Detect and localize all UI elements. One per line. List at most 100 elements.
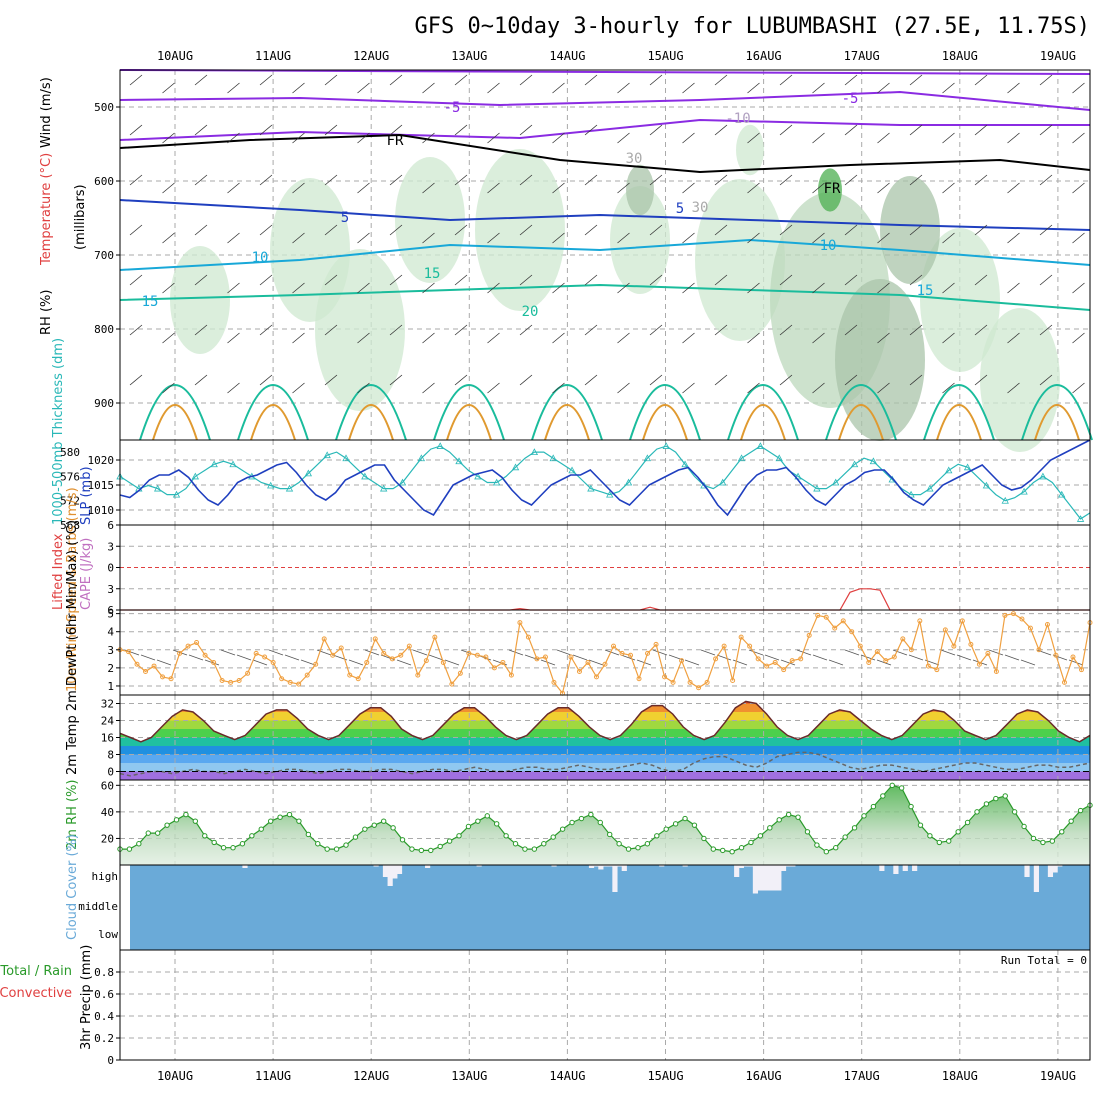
cloud-high-bar bbox=[396, 865, 403, 874]
cloud-axis-label: Cloud Cover (%) bbox=[65, 834, 80, 940]
wind-barb bbox=[389, 374, 403, 386]
wind-barb bbox=[259, 124, 273, 136]
temperature-band bbox=[120, 703, 1090, 712]
wind-barb bbox=[974, 174, 988, 186]
top-date-axis: 10AUG 11AUG 12AUG 13AUG 14AUG 15AUG 16AUG 17AUG… bbox=[157, 49, 1076, 63]
wind-barb bbox=[909, 174, 923, 186]
wind-speed-axis-label: 10m Wind Speed & Barbs (m/s) bbox=[65, 487, 80, 692]
wind-barb bbox=[682, 332, 695, 344]
rh-point bbox=[1077, 807, 1084, 814]
wind-speed-point bbox=[738, 634, 744, 640]
wind-barb bbox=[129, 124, 143, 136]
rh-point bbox=[559, 826, 566, 832]
wind-speed-point bbox=[951, 643, 957, 649]
contour-label: 5 bbox=[676, 201, 684, 217]
rh-point bbox=[889, 782, 895, 789]
wind-barb bbox=[454, 374, 468, 386]
wind-speed-point bbox=[874, 649, 880, 655]
wind-barb bbox=[556, 649, 572, 656]
wind-barb bbox=[508, 649, 524, 656]
cloud-high-bar bbox=[734, 865, 740, 877]
wind-speed-point bbox=[1027, 625, 1033, 631]
wind-barb bbox=[236, 654, 252, 661]
rh-point bbox=[964, 819, 971, 826]
cloud-high-bar bbox=[743, 865, 749, 867]
rh-point bbox=[607, 831, 613, 838]
wind-barb bbox=[714, 174, 728, 186]
wind-speed-point bbox=[398, 652, 404, 658]
rh-point bbox=[720, 847, 726, 854]
cape-axis-label: CAPE (J/kg) bbox=[79, 538, 94, 610]
wind-barb bbox=[324, 124, 338, 136]
wind-barb bbox=[942, 82, 955, 94]
wind-barb bbox=[162, 82, 175, 94]
rh-point bbox=[324, 846, 330, 852]
contour-label: -5 bbox=[842, 91, 859, 107]
wind-barb bbox=[129, 274, 143, 286]
temperature-contour bbox=[119, 118, 1090, 141]
wind-barb bbox=[324, 374, 338, 386]
wind-barb bbox=[1072, 232, 1085, 244]
rh-point bbox=[691, 822, 698, 828]
dewpoint-line bbox=[119, 751, 1091, 777]
thickness-point bbox=[963, 463, 972, 471]
wind-barb bbox=[1039, 174, 1053, 186]
rh-point bbox=[154, 830, 161, 836]
y-tick-label: 700 bbox=[94, 249, 114, 262]
wind-barb bbox=[988, 649, 1004, 656]
slp-thickness-panel: SLP (mb) 1000-500mb Thickness (dm) 1010 1… bbox=[51, 338, 1091, 532]
wind-barb bbox=[259, 224, 273, 236]
wind-barb bbox=[162, 282, 175, 294]
wind-speed-point bbox=[304, 672, 310, 678]
y-tick-label: 800 bbox=[94, 323, 114, 336]
temperature-contour bbox=[936, 404, 982, 441]
temperature-contour bbox=[825, 384, 897, 441]
rh-point bbox=[399, 837, 406, 843]
rh-point bbox=[616, 841, 622, 847]
y-tick-label: 1 bbox=[107, 680, 114, 693]
precip-legend-convective: Convective bbox=[0, 986, 72, 1001]
rh-axis-label: RH (%) bbox=[39, 290, 54, 335]
contour-label: 15 bbox=[424, 266, 441, 282]
thickness-point bbox=[850, 460, 859, 468]
rh-point bbox=[1040, 839, 1046, 846]
wind-speed-point bbox=[704, 679, 710, 685]
wind-barb bbox=[1039, 374, 1053, 386]
wind-barb bbox=[942, 182, 955, 194]
rh-point bbox=[880, 793, 886, 799]
wind-speed-point bbox=[653, 641, 659, 647]
lifted-index-axis-label: Lifted Index bbox=[51, 533, 66, 610]
rh-point bbox=[541, 841, 547, 847]
temperature-contour bbox=[119, 199, 1091, 231]
wind-barb bbox=[454, 74, 468, 86]
rh-shading bbox=[626, 164, 654, 216]
thickness-point bbox=[172, 490, 181, 498]
cloud-level-label: low bbox=[98, 928, 118, 941]
wind-barb bbox=[956, 654, 972, 661]
wind-barb bbox=[649, 324, 663, 336]
wind-barb bbox=[974, 124, 988, 136]
wind-barb bbox=[324, 324, 338, 336]
wind-speed-point bbox=[619, 650, 625, 656]
slp-line bbox=[119, 439, 1091, 517]
wind-barb bbox=[682, 282, 695, 294]
thickness-point bbox=[549, 454, 557, 462]
wind-barb bbox=[422, 182, 435, 194]
rh-point bbox=[1030, 835, 1037, 842]
wind-barb bbox=[714, 124, 728, 136]
temperature-contour bbox=[923, 384, 995, 441]
wind-speed-panel: 10m Wind Speed & Barbs (m/s) 1 2 3 4 5 bbox=[65, 487, 1093, 696]
bottom-date-label: 18AUG bbox=[942, 1069, 978, 1083]
wind-barb bbox=[812, 232, 825, 244]
wind-speed-point bbox=[1078, 667, 1084, 673]
wind-barb bbox=[812, 182, 825, 194]
thickness-point bbox=[342, 454, 350, 462]
wind-barb bbox=[1072, 282, 1085, 294]
wind-barb bbox=[129, 374, 143, 386]
wind-speed-point bbox=[781, 667, 787, 673]
thickness-point bbox=[210, 460, 218, 468]
wind-speed-point bbox=[177, 650, 183, 656]
y-tick-label: 60 bbox=[101, 779, 114, 792]
wind-barb bbox=[1072, 332, 1085, 344]
rh-point bbox=[428, 847, 434, 854]
